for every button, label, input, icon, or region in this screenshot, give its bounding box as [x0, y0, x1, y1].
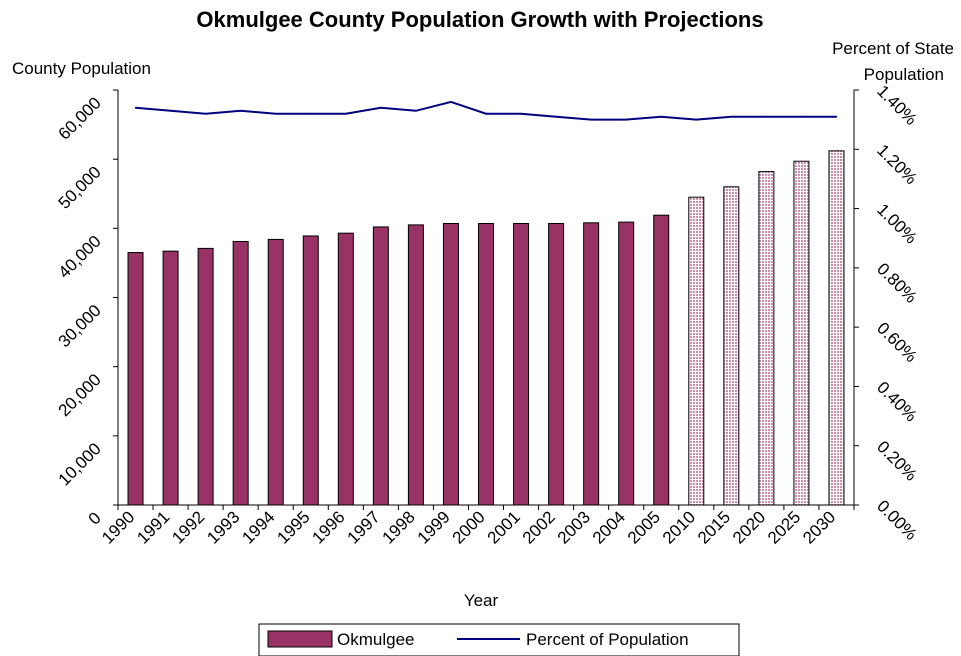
- x-tick-label: 2004: [589, 507, 629, 547]
- percent-point: [590, 118, 592, 121]
- legend-label-percent: Percent of Population: [526, 630, 689, 649]
- x-tick-label: 2010: [659, 507, 699, 547]
- percent-point: [169, 109, 172, 112]
- bar-projected: [688, 196, 705, 506]
- y-axis-label: County Population: [12, 59, 151, 78]
- x-tick-label: 1994: [238, 507, 278, 547]
- y2-tick-label: 0.20%: [873, 437, 921, 485]
- y2-tick-label: 1.40%: [873, 81, 921, 129]
- bar: [232, 240, 249, 506]
- percent-point: [345, 112, 347, 115]
- x-tick-label: 1997: [344, 507, 384, 547]
- x-tick-label: 2001: [484, 507, 524, 547]
- x-tick-label: 1993: [203, 507, 243, 547]
- bar: [162, 250, 179, 506]
- bar: [442, 222, 459, 506]
- percent-point: [485, 112, 487, 115]
- bar-projected: [793, 160, 810, 506]
- y2-tick-label: 1.20%: [873, 141, 921, 189]
- percent-point: [239, 109, 242, 112]
- y2-tick-label: 1.00%: [873, 200, 921, 248]
- x-tick-label: 1991: [133, 507, 173, 547]
- chart-title: Okmulgee County Population Growth with P…: [196, 7, 763, 32]
- percent-point: [380, 106, 382, 109]
- y2-axis-label-line2: Population: [864, 65, 944, 84]
- y2-tick-label: 0.40%: [873, 378, 921, 426]
- legend-label-okmulgee: Okmulgee: [337, 630, 414, 649]
- percent-point: [765, 115, 768, 118]
- x-tick-label: 2020: [729, 507, 769, 547]
- percent-point: [415, 109, 417, 112]
- legend: Okmulgee Percent of Population: [258, 623, 740, 656]
- percent-point: [695, 118, 698, 121]
- percent-point: [730, 115, 733, 118]
- bar-projected: [723, 186, 740, 506]
- percent-point: [835, 115, 838, 118]
- x-tick-label: 1999: [414, 507, 454, 547]
- legend-box: [258, 623, 740, 656]
- x-tick-label: 2000: [449, 507, 489, 547]
- x-tick-label: 2002: [519, 507, 559, 547]
- x-tick-label: 2030: [799, 507, 839, 547]
- bar: [372, 226, 389, 506]
- plot-area: 0 10,000 20,000 30,000 40,000 50,000 60,000 0.0…: [55, 81, 921, 547]
- percent-point: [660, 115, 663, 118]
- y2-tick-label: 0.00%: [873, 496, 921, 544]
- bar: [197, 247, 214, 506]
- bar: [583, 222, 600, 506]
- x-tick-label: 2015: [694, 507, 734, 547]
- y2-tick-label: 0.80%: [873, 259, 921, 307]
- y2-axis-label-line1: Percent of State: [832, 39, 954, 58]
- bar: [548, 222, 565, 506]
- x-tick-label: 2005: [624, 507, 664, 547]
- y-tick-label: 50,000: [55, 163, 105, 213]
- percent-point: [134, 106, 137, 109]
- bar-projected: [758, 171, 775, 506]
- y2-tick-label: 0.60%: [873, 319, 921, 367]
- bar: [478, 222, 494, 506]
- x-tick-label: 1992: [168, 507, 208, 547]
- y-tick-label: 0: [85, 508, 105, 528]
- y-tick-label: 40,000: [55, 232, 105, 282]
- bar: [302, 235, 319, 506]
- x-tick-label: 2003: [554, 507, 594, 547]
- legend-swatch-okmulgee: [267, 630, 333, 648]
- bar: [618, 221, 635, 506]
- x-tick-label: 1996: [308, 507, 348, 547]
- percent-point: [309, 112, 312, 115]
- bar: [653, 214, 670, 506]
- bar: [513, 222, 530, 506]
- x-tick-label: 1990: [98, 507, 138, 547]
- percent-point: [450, 101, 452, 103]
- bar: [267, 238, 284, 506]
- bar: [407, 224, 424, 506]
- percent-point: [800, 115, 803, 118]
- y-tick-label: 30,000: [55, 301, 105, 351]
- y-tick-label: 10,000: [55, 439, 105, 489]
- x-tick-label: 1995: [273, 507, 313, 547]
- percent-point: [274, 112, 277, 115]
- bar-projected: [828, 150, 845, 506]
- bar: [127, 252, 144, 506]
- y-tick-label: 60,000: [55, 93, 105, 143]
- x-tick-label: 1998: [379, 507, 419, 547]
- x-tick-label: 2025: [764, 507, 804, 547]
- percent-point: [204, 112, 207, 115]
- x-axis-label: Year: [464, 591, 499, 610]
- percent-point: [555, 115, 557, 118]
- y-tick-label: 20,000: [55, 370, 105, 420]
- percent-point: [520, 112, 522, 115]
- bar: [337, 232, 354, 506]
- percent-point: [625, 118, 627, 121]
